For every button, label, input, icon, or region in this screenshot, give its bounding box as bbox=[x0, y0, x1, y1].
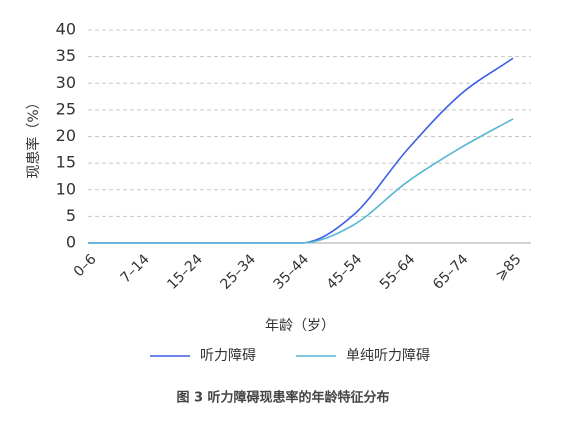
y-tick-label: 30 bbox=[56, 73, 76, 92]
x-tick-label: 0–6 bbox=[71, 251, 100, 280]
y-tick-label: 35 bbox=[56, 46, 76, 65]
x-tick-label: 65–74 bbox=[430, 251, 472, 293]
y-axis-label: 现患率（%） bbox=[25, 95, 42, 178]
data-line bbox=[88, 118, 514, 244]
y-tick-label: 10 bbox=[56, 179, 76, 198]
y-tick-label: 5 bbox=[66, 206, 76, 225]
y-tick-label: 20 bbox=[56, 126, 76, 145]
legend-label: 单纯听力障碍 bbox=[346, 348, 430, 364]
data-line bbox=[88, 57, 514, 244]
x-tick-label: 15–24 bbox=[164, 251, 206, 293]
x-axis-label: 年龄（岁） bbox=[265, 318, 335, 334]
y-tick-label: 25 bbox=[56, 99, 76, 118]
x-tick-label: 45–54 bbox=[324, 251, 366, 293]
y-tick-label: 40 bbox=[56, 20, 76, 39]
x-tick-label: 7–14 bbox=[118, 251, 153, 286]
x-tick-label: ⩾85 bbox=[492, 251, 524, 283]
y-tick-label: 0 bbox=[66, 233, 76, 252]
caption: 图 3 听力障碍现患率的年龄特征分布 bbox=[176, 390, 389, 406]
x-tick-label: 25–34 bbox=[218, 251, 260, 293]
y-tick-label: 15 bbox=[56, 153, 76, 172]
x-tick-label: 35–44 bbox=[271, 251, 313, 293]
x-tick-label: 55–64 bbox=[377, 251, 419, 293]
legend-label: 听力障碍 bbox=[200, 348, 256, 364]
